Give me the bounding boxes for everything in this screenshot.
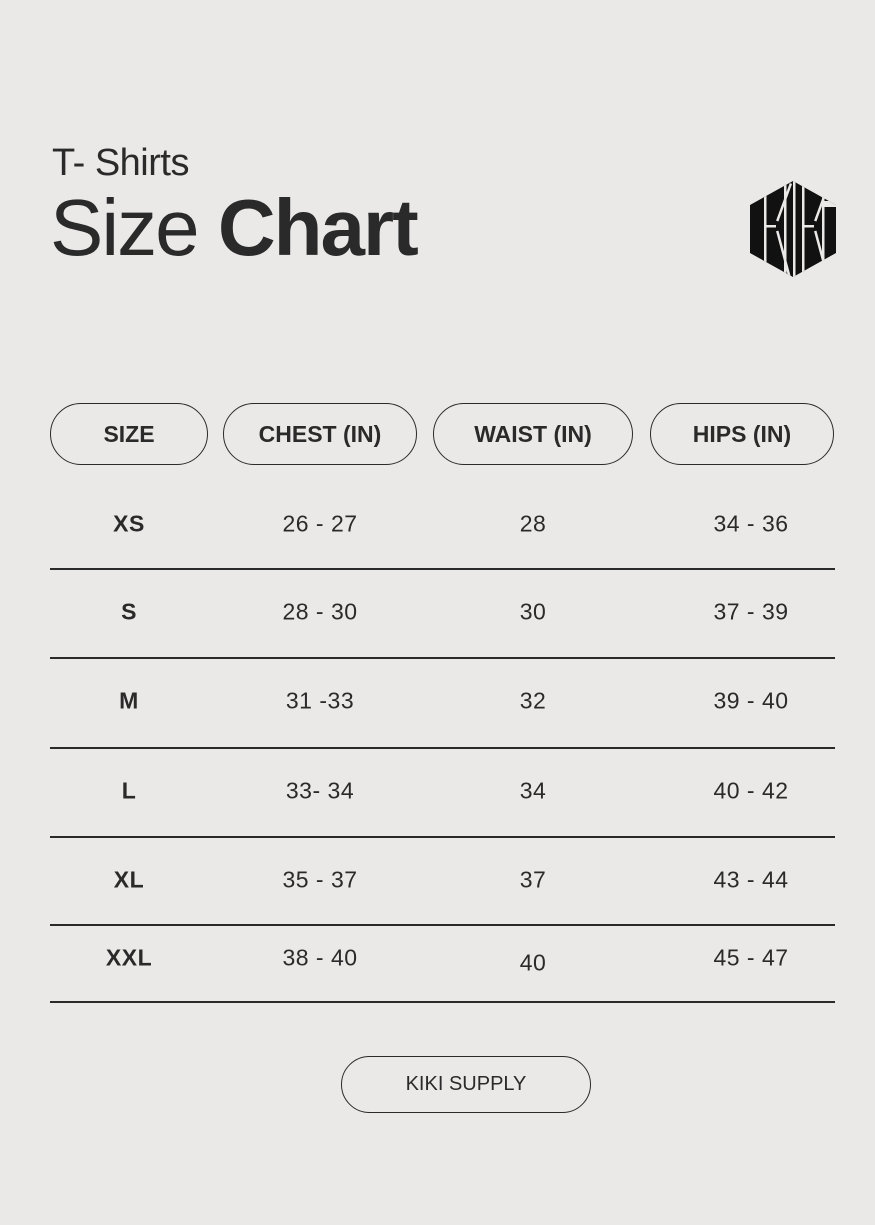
cell-hips: 34 - 36	[713, 510, 789, 537]
row-divider	[50, 924, 835, 926]
row-divider	[50, 836, 835, 838]
brand-footer-badge: KIKI SUPPLY	[341, 1056, 591, 1113]
row-divider	[50, 568, 835, 570]
cell-size: XL	[113, 866, 145, 893]
cell-size: S	[121, 598, 137, 625]
cell-size: XS	[113, 510, 145, 537]
cell-waist: 37	[519, 866, 547, 893]
title-bold: Chart	[217, 183, 419, 272]
cell-size: XXL	[105, 944, 153, 971]
cell-hips: 37 - 39	[713, 598, 789, 625]
column-header-chest: CHEST (IN)	[223, 403, 417, 465]
cell-waist: 28	[519, 510, 547, 537]
page-title: Size Chart	[50, 180, 419, 276]
cell-size: M	[119, 687, 139, 714]
cell-chest: 28 - 30	[282, 598, 358, 625]
cell-chest: 35 - 37	[282, 866, 358, 893]
cell-hips: 45 - 47	[713, 944, 789, 971]
page-subtitle: T- Shirts	[52, 142, 189, 184]
cell-waist: 34	[519, 777, 547, 804]
row-divider	[50, 1001, 835, 1003]
cell-waist: 40	[519, 949, 547, 976]
cell-size: L	[121, 777, 137, 804]
cell-waist: 32	[519, 687, 547, 714]
cell-chest: 31 -33	[285, 687, 355, 714]
title-light: Size	[50, 183, 200, 272]
kiki-logo	[750, 181, 836, 277]
column-header-size: SIZE	[50, 403, 208, 465]
cell-hips: 39 - 40	[713, 687, 789, 714]
column-header-waist: WAIST (IN)	[433, 403, 633, 465]
row-divider	[50, 747, 835, 749]
cell-chest: 38 - 40	[282, 944, 358, 971]
cell-hips: 40 - 42	[713, 777, 789, 804]
cell-hips: 43 - 44	[713, 866, 789, 893]
cell-chest: 33- 34	[285, 777, 355, 804]
cell-waist: 30	[519, 598, 547, 625]
cell-chest: 26 - 27	[282, 510, 358, 537]
row-divider	[50, 657, 835, 659]
column-header-hips: HIPS (IN)	[650, 403, 834, 465]
